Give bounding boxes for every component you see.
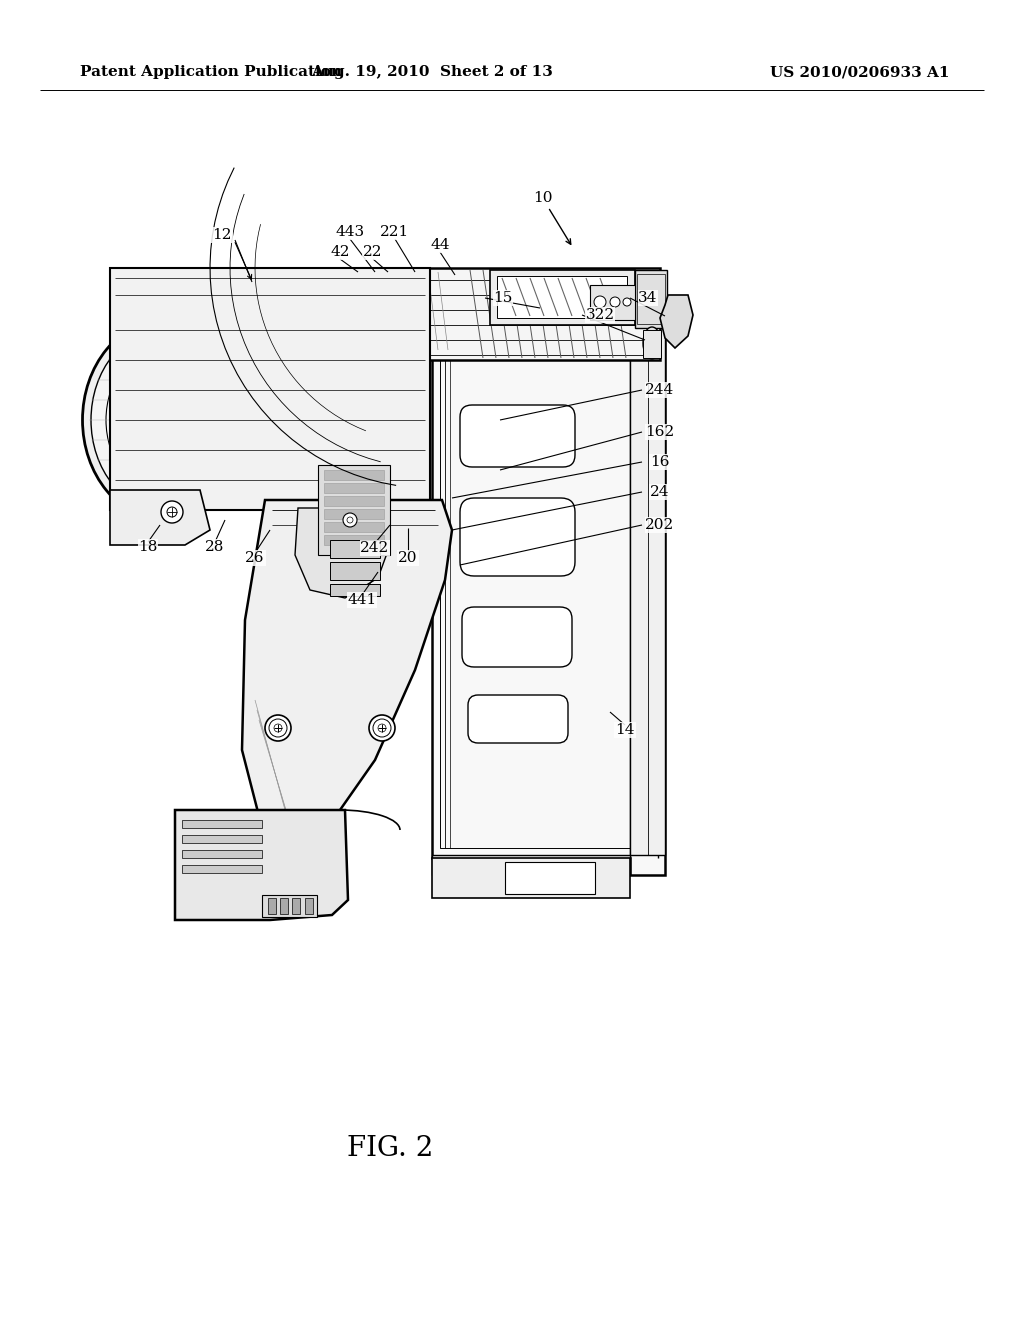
Bar <box>505 862 595 894</box>
Polygon shape <box>660 294 693 348</box>
Text: 244: 244 <box>645 383 675 397</box>
Text: 20: 20 <box>398 550 418 565</box>
Text: 10: 10 <box>534 191 553 205</box>
Text: 28: 28 <box>206 540 224 554</box>
Bar <box>324 496 384 506</box>
Bar <box>324 535 384 545</box>
Ellipse shape <box>161 502 183 523</box>
Ellipse shape <box>144 395 186 445</box>
Polygon shape <box>110 268 430 510</box>
Text: 242: 242 <box>360 541 389 554</box>
Bar <box>490 271 635 325</box>
Polygon shape <box>110 490 210 545</box>
Text: 42: 42 <box>331 246 350 259</box>
Bar <box>324 483 384 492</box>
Ellipse shape <box>343 513 357 527</box>
Text: 44: 44 <box>430 238 450 252</box>
Ellipse shape <box>369 715 395 741</box>
Bar <box>324 510 384 519</box>
Bar <box>637 275 665 323</box>
Ellipse shape <box>594 296 606 308</box>
Ellipse shape <box>265 715 291 741</box>
Bar <box>280 898 288 913</box>
Bar <box>630 294 665 855</box>
Bar <box>635 271 667 327</box>
Text: 322: 322 <box>586 308 614 322</box>
Bar <box>324 521 384 532</box>
FancyBboxPatch shape <box>460 498 575 576</box>
Bar <box>432 855 630 875</box>
Bar <box>305 898 313 913</box>
Bar <box>590 285 635 319</box>
FancyBboxPatch shape <box>468 696 568 743</box>
Bar <box>643 330 662 358</box>
Ellipse shape <box>106 346 224 494</box>
Ellipse shape <box>610 297 620 308</box>
Bar <box>330 583 380 597</box>
Polygon shape <box>242 500 452 830</box>
Bar <box>262 895 317 917</box>
Text: 443: 443 <box>336 224 365 239</box>
Bar <box>292 898 300 913</box>
Bar <box>432 858 630 898</box>
Text: 221: 221 <box>380 224 410 239</box>
Text: 14: 14 <box>615 723 635 737</box>
Ellipse shape <box>126 372 204 467</box>
Text: 15: 15 <box>494 290 513 305</box>
Text: 18: 18 <box>138 540 158 554</box>
Ellipse shape <box>157 411 173 429</box>
Polygon shape <box>432 290 665 875</box>
Text: 16: 16 <box>650 455 670 469</box>
Bar <box>193 271 242 358</box>
Bar <box>182 865 262 873</box>
Bar <box>497 276 627 318</box>
Text: 202: 202 <box>645 517 675 532</box>
Polygon shape <box>188 268 660 360</box>
Ellipse shape <box>643 327 662 359</box>
Polygon shape <box>295 508 390 598</box>
Text: FIG. 2: FIG. 2 <box>347 1134 433 1162</box>
Bar <box>330 562 380 579</box>
Polygon shape <box>175 810 348 920</box>
Bar <box>182 836 262 843</box>
Bar <box>324 470 384 480</box>
Text: 22: 22 <box>364 246 383 259</box>
Text: 34: 34 <box>638 290 657 305</box>
Text: 162: 162 <box>645 425 675 440</box>
Bar <box>330 540 380 558</box>
Text: 26: 26 <box>246 550 265 565</box>
Bar <box>318 465 390 554</box>
Ellipse shape <box>91 329 239 511</box>
FancyBboxPatch shape <box>460 405 575 467</box>
FancyBboxPatch shape <box>462 607 572 667</box>
Text: Patent Application Publication: Patent Application Publication <box>80 65 342 79</box>
Text: 441: 441 <box>347 593 377 607</box>
Ellipse shape <box>83 319 248 520</box>
Bar <box>440 300 658 847</box>
Text: Aug. 19, 2010  Sheet 2 of 13: Aug. 19, 2010 Sheet 2 of 13 <box>311 65 553 79</box>
Bar <box>268 898 276 913</box>
Text: US 2010/0206933 A1: US 2010/0206933 A1 <box>770 65 949 79</box>
Text: 24: 24 <box>650 484 670 499</box>
Bar <box>182 850 262 858</box>
Bar <box>182 820 262 828</box>
Ellipse shape <box>623 298 631 306</box>
Text: 12: 12 <box>212 228 231 242</box>
